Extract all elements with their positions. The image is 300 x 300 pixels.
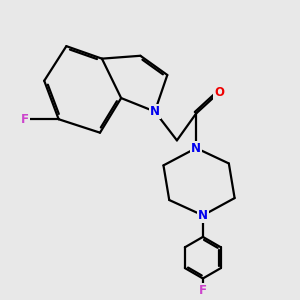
Text: F: F xyxy=(199,284,207,297)
Text: N: N xyxy=(198,209,208,222)
Text: F: F xyxy=(21,113,29,126)
Text: O: O xyxy=(214,86,224,99)
Text: N: N xyxy=(150,105,160,118)
Text: N: N xyxy=(191,142,201,154)
